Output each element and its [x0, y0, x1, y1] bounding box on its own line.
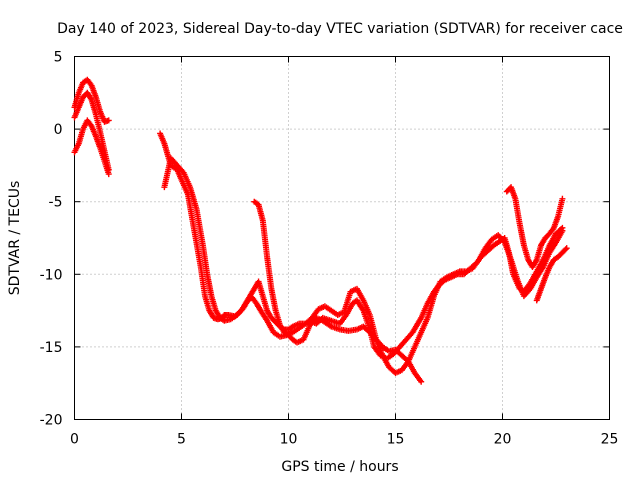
grid-lines — [74, 56, 610, 420]
data-point — [105, 117, 112, 124]
data-markers — [71, 76, 570, 385]
series-track-e — [161, 155, 566, 377]
series-track-c — [71, 117, 112, 178]
y-axis-label: SDTVAR / TECUs — [7, 181, 23, 296]
y-tick-label: 5 — [54, 50, 63, 66]
y-tick-label: -10 — [40, 267, 63, 283]
y-tick-label: -20 — [40, 413, 63, 429]
y-tick-label: -5 — [49, 195, 63, 211]
x-tick-label: 15 — [387, 432, 405, 448]
data-point — [105, 171, 112, 178]
y-tick-label: -15 — [40, 340, 63, 356]
chart-title: Day 140 of 2023, Sidereal Day-to-day VTE… — [57, 21, 623, 37]
data-point — [562, 246, 569, 253]
data-point — [418, 378, 425, 385]
series-track-b — [71, 89, 112, 173]
x-tick-label: 20 — [494, 432, 512, 448]
x-tick-label: 10 — [280, 432, 298, 448]
data-point — [563, 245, 570, 252]
y-tick-labels: 5 0 -5 -10 -15 -20 — [40, 50, 63, 429]
data-point — [559, 227, 566, 234]
x-tick-label: 5 — [177, 432, 186, 448]
series-track-g — [503, 184, 566, 271]
series-track-f — [251, 198, 425, 385]
x-tick-label: 25 — [601, 432, 619, 448]
data-point — [559, 195, 566, 202]
series-track-a — [71, 76, 112, 125]
x-tick-label: 0 — [70, 432, 79, 448]
x-axis-label: GPS time / hours — [281, 459, 398, 475]
y-tick-label: 0 — [54, 122, 63, 138]
series-track-h — [533, 245, 570, 304]
axis-ticks — [74, 56, 610, 420]
plot-frame — [74, 56, 610, 420]
x-tick-labels: 0 5 10 15 20 25 — [70, 432, 618, 448]
